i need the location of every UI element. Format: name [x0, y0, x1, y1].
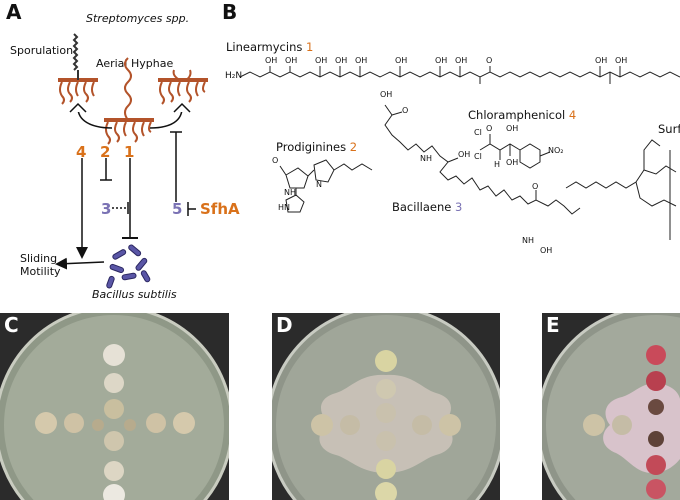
sfha-label: SfhA — [200, 200, 240, 218]
chloramphenicol-structure — [479, 134, 551, 169]
spore-chain — [72, 33, 79, 71]
label-1: 1 — [124, 143, 135, 161]
label-4: 4 — [76, 143, 87, 161]
label-5: 5 — [172, 200, 183, 218]
surfactin-structure — [565, 139, 677, 240]
prodiginine-structure — [279, 159, 373, 213]
sporulating-colony — [58, 70, 98, 105]
label-2: 2 — [100, 143, 111, 161]
colonies-horizontal — [35, 412, 195, 434]
bacillaene-structure — [384, 104, 581, 215]
colonies-vertical — [103, 344, 125, 500]
aerial-hyphae-label: Aerial Hyphae — [96, 57, 174, 70]
right-colony — [158, 69, 208, 105]
linearmycins-label: Linearmycins 1 — [226, 40, 314, 54]
panel-d-letter: D — [276, 313, 293, 337]
prodiginines-label: Prodiginines 2 — [276, 140, 358, 154]
bacillus-label: Bacillus subtilis — [92, 288, 177, 301]
surfactin-label: Surf — [658, 122, 680, 136]
bacillaene-label: Bacillaene 3 — [392, 200, 463, 214]
sliding-motility-label-1: Sliding — [20, 252, 58, 265]
bacillus-cells — [106, 244, 151, 289]
h2n-label: H₂N — [225, 71, 243, 81]
panel-a-diagram — [55, 33, 208, 289]
sliding-spread — [319, 374, 453, 473]
panel-c-letter: C — [4, 313, 19, 337]
panel-e-photo: E — [542, 313, 680, 500]
panel-b-structures — [239, 66, 680, 240]
sporulation-label: Sporulation — [10, 44, 74, 57]
streptomyces-label: Streptomyces spp. — [86, 12, 190, 25]
panel-b-letter: B — [222, 0, 238, 24]
panel-c-photo: C — [0, 313, 229, 500]
central-colony — [104, 57, 154, 145]
panel-a-letter: A — [6, 0, 22, 24]
label-3: 3 — [101, 200, 112, 218]
chloramphenicol-label: Chloramphenicol 4 — [468, 108, 577, 122]
sliding-motility-label-2: Motility — [20, 265, 61, 278]
panel-d-photo: D — [272, 313, 500, 500]
panel-e-letter: E — [546, 313, 560, 337]
